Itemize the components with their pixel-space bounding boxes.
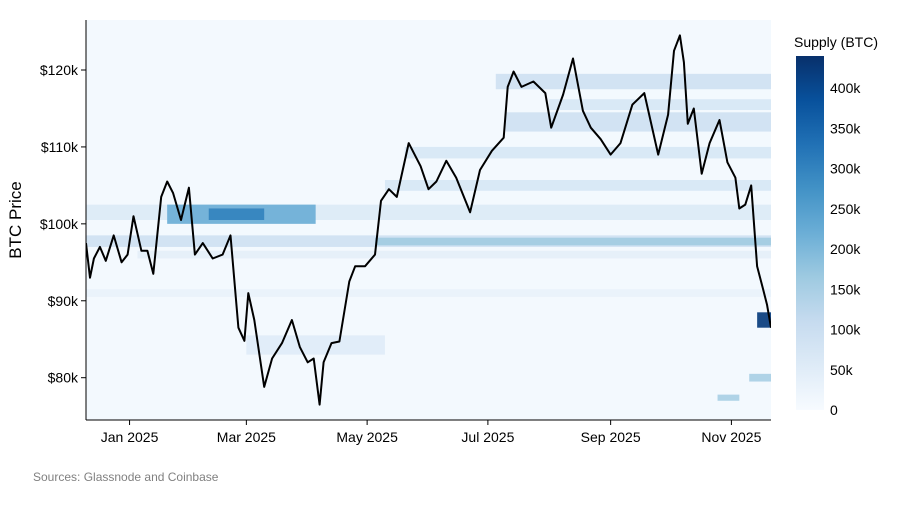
x-axis-ticks: Jan 2025 Mar 2025 May 2025 Jul 2025 Sep 2025… xyxy=(101,420,762,445)
supply-band-14 xyxy=(749,373,771,382)
supply-band-4 xyxy=(375,237,771,246)
supply-band-15 xyxy=(717,394,740,401)
colorbar-tick-label: 100k xyxy=(830,322,861,338)
x-tick-label: Mar 2025 xyxy=(217,429,276,445)
price-series xyxy=(86,34,771,406)
colorbar-tick-label: 250k xyxy=(830,201,861,217)
y-tick-label: $100k xyxy=(40,216,79,232)
y-tick-label: $110k xyxy=(41,139,79,155)
colorbar-tick-label: 300k xyxy=(830,161,861,177)
y-tick-label: $90k xyxy=(48,293,79,309)
y-axis-label: BTC Price xyxy=(6,181,25,258)
x-tick-label: Jan 2025 xyxy=(101,429,159,445)
supply-band-8 xyxy=(495,73,771,90)
supply-band-6 xyxy=(384,180,771,191)
colorbar-tick-label: 350k xyxy=(830,120,861,136)
colorbar-tick-label: 50k xyxy=(830,362,854,378)
y-tick-label: $80k xyxy=(48,370,79,386)
colorbar-tick-label: 0 xyxy=(830,402,838,418)
y-tick-label: $120k xyxy=(40,62,79,78)
x-tick-label: Sep 2025 xyxy=(581,429,641,445)
supply-band-11 xyxy=(246,335,385,355)
supply-band-10 xyxy=(549,99,771,110)
colorbar-title: Supply (BTC) xyxy=(794,34,878,50)
y-axis-ticks: $80k $90k $100k $110k $120k xyxy=(40,62,86,386)
supply-band-7 xyxy=(404,146,771,159)
colorbar-tick-label: 200k xyxy=(830,241,861,257)
supply-band-2 xyxy=(208,208,265,220)
colorbar-tick-label: 400k xyxy=(830,80,861,96)
colorbar-bar xyxy=(796,56,824,410)
colorbar-tick-label: 150k xyxy=(830,281,861,297)
x-tick-label: May 2025 xyxy=(336,429,398,445)
axes xyxy=(85,20,771,421)
supply-band-13 xyxy=(757,312,771,328)
supply-band-9 xyxy=(505,112,771,132)
supply-band-5 xyxy=(137,250,771,259)
btc-price-line xyxy=(86,34,771,406)
supply-bands xyxy=(86,73,771,401)
x-tick-label: Nov 2025 xyxy=(701,429,761,445)
source-note: Sources: Glassnode and Coinbase xyxy=(33,470,219,484)
supply-band-12 xyxy=(86,289,771,297)
x-tick-label: Jul 2025 xyxy=(461,429,514,445)
colorbar: 0 50k 100k 150k 200k 250k 300k 350k 400k xyxy=(796,56,861,418)
